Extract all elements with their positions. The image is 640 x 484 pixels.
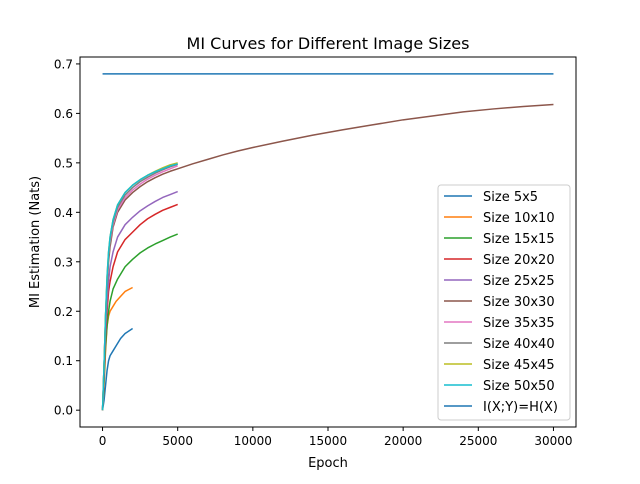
legend-label-5: Size 30x30 <box>483 295 555 310</box>
y-tick-label: 0.7 <box>54 57 73 71</box>
x-tick-label: 25000 <box>459 434 497 448</box>
y-tick-label: 0.6 <box>54 107 73 121</box>
legend-label-4: Size 25x25 <box>483 274 555 289</box>
series-layer <box>101 73 554 411</box>
legend-label-7: Size 40x40 <box>483 337 555 352</box>
x-tick-label: 10000 <box>234 434 272 448</box>
series-line-9 <box>101 163 178 411</box>
x-axis-label: Epoch <box>308 456 348 471</box>
y-tick-label: 0.3 <box>54 255 73 269</box>
x-tick-label: 20000 <box>384 434 422 448</box>
y-tick-label: 0.5 <box>54 156 73 170</box>
x-axis-ticks: 0 5000 10000 15000 20000 25000 30000 <box>99 427 573 448</box>
legend-label-10: I(X;Y)=H(X) <box>483 400 558 415</box>
chart-title: MI Curves for Different Image Sizes <box>187 34 470 53</box>
x-tick-label: 0 <box>99 434 107 448</box>
y-tick-label: 0.0 <box>54 404 73 418</box>
x-tick-label: 5000 <box>162 434 193 448</box>
y-axis-label: MI Estimation (Nats) <box>28 176 43 308</box>
legend-label-9: Size 50x50 <box>483 379 555 394</box>
legend-label-1: Size 10x10 <box>483 211 555 226</box>
legend-label-3: Size 20x20 <box>483 253 555 268</box>
y-axis-ticks: 0.0 0.1 0.2 0.3 0.4 0.5 0.6 0.7 <box>54 57 80 418</box>
y-tick-label: 0.2 <box>54 305 73 319</box>
legend-label-2: Size 15x15 <box>483 232 555 247</box>
legend-label-0: Size 5x5 <box>483 190 538 205</box>
legend: Size 5x5 Size 10x10 Size 15x15 Size 20x20 Si… <box>437 184 571 421</box>
series-line-0 <box>101 327 134 411</box>
legend-label-6: Size 35x35 <box>483 316 555 331</box>
legend-box <box>437 184 571 421</box>
y-tick-label: 0.4 <box>54 206 73 220</box>
y-tick-label: 0.1 <box>54 354 73 368</box>
x-tick-label: 15000 <box>309 434 347 448</box>
x-tick-label: 30000 <box>534 434 572 448</box>
legend-label-8: Size 45x45 <box>483 358 555 373</box>
